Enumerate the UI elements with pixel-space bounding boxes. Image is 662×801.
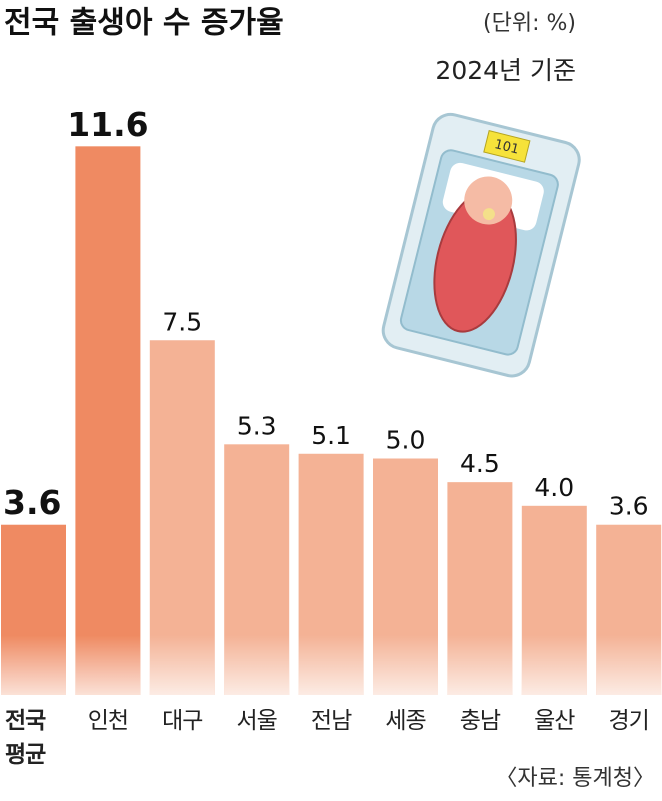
- bar: [75, 146, 141, 695]
- baby-face: [464, 176, 513, 225]
- category-label: 충남: [459, 708, 501, 734]
- value-label: 5.3: [237, 411, 277, 440]
- value-label: 7.5: [162, 307, 202, 336]
- category-label: 인천: [87, 708, 129, 734]
- bar-fade: [298, 635, 364, 695]
- category-label: 경기: [608, 708, 650, 734]
- bar-fade: [149, 635, 215, 695]
- bar-fade: [447, 635, 513, 695]
- bar-fade: [224, 635, 290, 695]
- value-label: 11.6: [67, 105, 148, 144]
- category-label: 세종: [385, 708, 426, 734]
- crib-tag: [483, 130, 531, 163]
- category-label: 대구: [162, 708, 203, 734]
- value-label: 3.6: [609, 492, 649, 521]
- category-label: 전남: [310, 708, 352, 734]
- value-label: 5.0: [386, 426, 426, 455]
- bar-fade: [373, 635, 438, 695]
- bar-fade: [1, 635, 66, 695]
- value-label: 4.5: [460, 449, 500, 478]
- category-label: 울산: [534, 708, 575, 734]
- category-label: 서울: [236, 708, 278, 734]
- category-label: 전국 평균: [5, 708, 46, 768]
- value-label: 5.1: [311, 421, 351, 450]
- bar-fade: [521, 635, 587, 695]
- crib-illustration: 101: [381, 112, 581, 378]
- bar-fade: [596, 635, 662, 695]
- bar-fade: [75, 635, 141, 695]
- unit-note: (단위: %): [483, 11, 576, 36]
- source-note: 〈자료: 통계청〉: [495, 766, 655, 791]
- chart-title: 전국 출생아 수 증가율: [4, 6, 284, 41]
- value-label: 4.0: [534, 473, 574, 502]
- date-note: 2024년 기준: [435, 56, 576, 85]
- pacifier: [482, 208, 495, 221]
- value-label: 3.6: [3, 483, 61, 522]
- crib-tag-label: 101: [493, 137, 521, 158]
